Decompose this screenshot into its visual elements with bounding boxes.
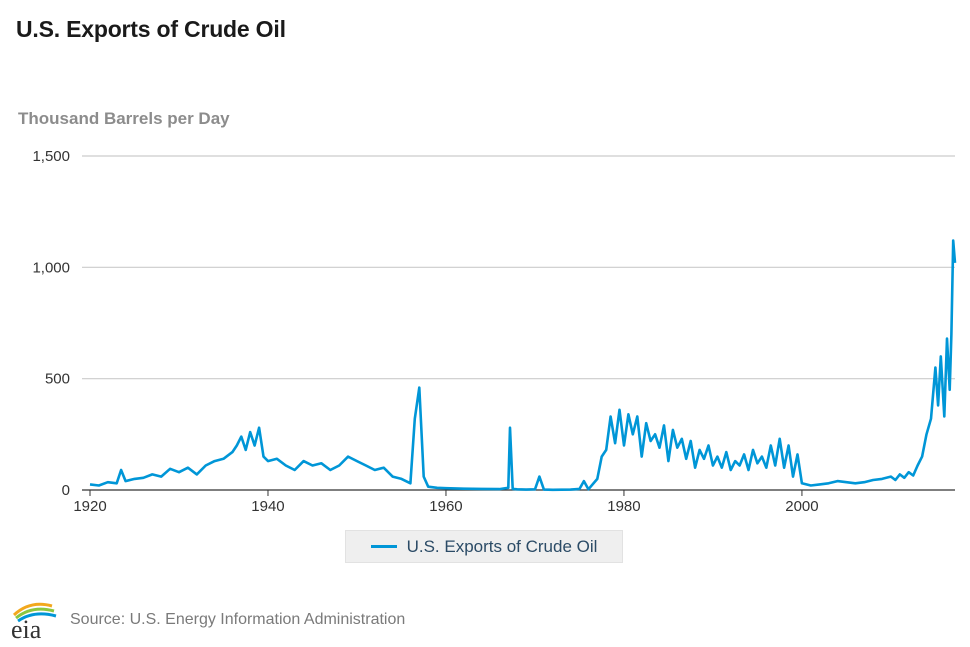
x-tick-label: 1980 bbox=[607, 498, 640, 515]
legend[interactable]: U.S. Exports of Crude Oil bbox=[345, 530, 623, 563]
chart-title: U.S. Exports of Crude Oil bbox=[16, 16, 286, 42]
x-tick-label: 2000 bbox=[785, 498, 818, 515]
y-tick-label: 500 bbox=[45, 371, 70, 388]
source-text: Source: U.S. Energy Information Administ… bbox=[70, 611, 406, 628]
x-tick-label: 1920 bbox=[73, 498, 106, 515]
series-line-0 bbox=[89, 239, 957, 492]
legend-label: U.S. Exports of Crude Oil bbox=[406, 536, 598, 556]
y-tick-label: 0 bbox=[62, 482, 70, 499]
eia-logo-icon: eia bbox=[11, 602, 57, 640]
line-chart: 0 500 1,000 1,500 1920 1940 1960 1980 2000 bbox=[32, 148, 957, 515]
legend-swatch bbox=[370, 545, 397, 548]
svg-text:eia: eia bbox=[11, 615, 42, 640]
y-tick-label: 1,000 bbox=[32, 259, 70, 276]
footer: eia Source: U.S. Energy Information Admi… bbox=[8, 600, 405, 640]
series-layer bbox=[89, 239, 957, 492]
x-tick-label: 1940 bbox=[251, 498, 284, 515]
x-axis: 1920 1940 1960 1980 2000 bbox=[73, 489, 955, 515]
y-tick-label: 1,500 bbox=[32, 148, 70, 165]
x-tick-label: 1960 bbox=[429, 498, 462, 515]
y-axis-units-label: Thousand Barrels per Day bbox=[18, 109, 230, 128]
grid-lines bbox=[82, 155, 955, 380]
y-axis: 0 500 1,000 1,500 bbox=[32, 148, 70, 499]
